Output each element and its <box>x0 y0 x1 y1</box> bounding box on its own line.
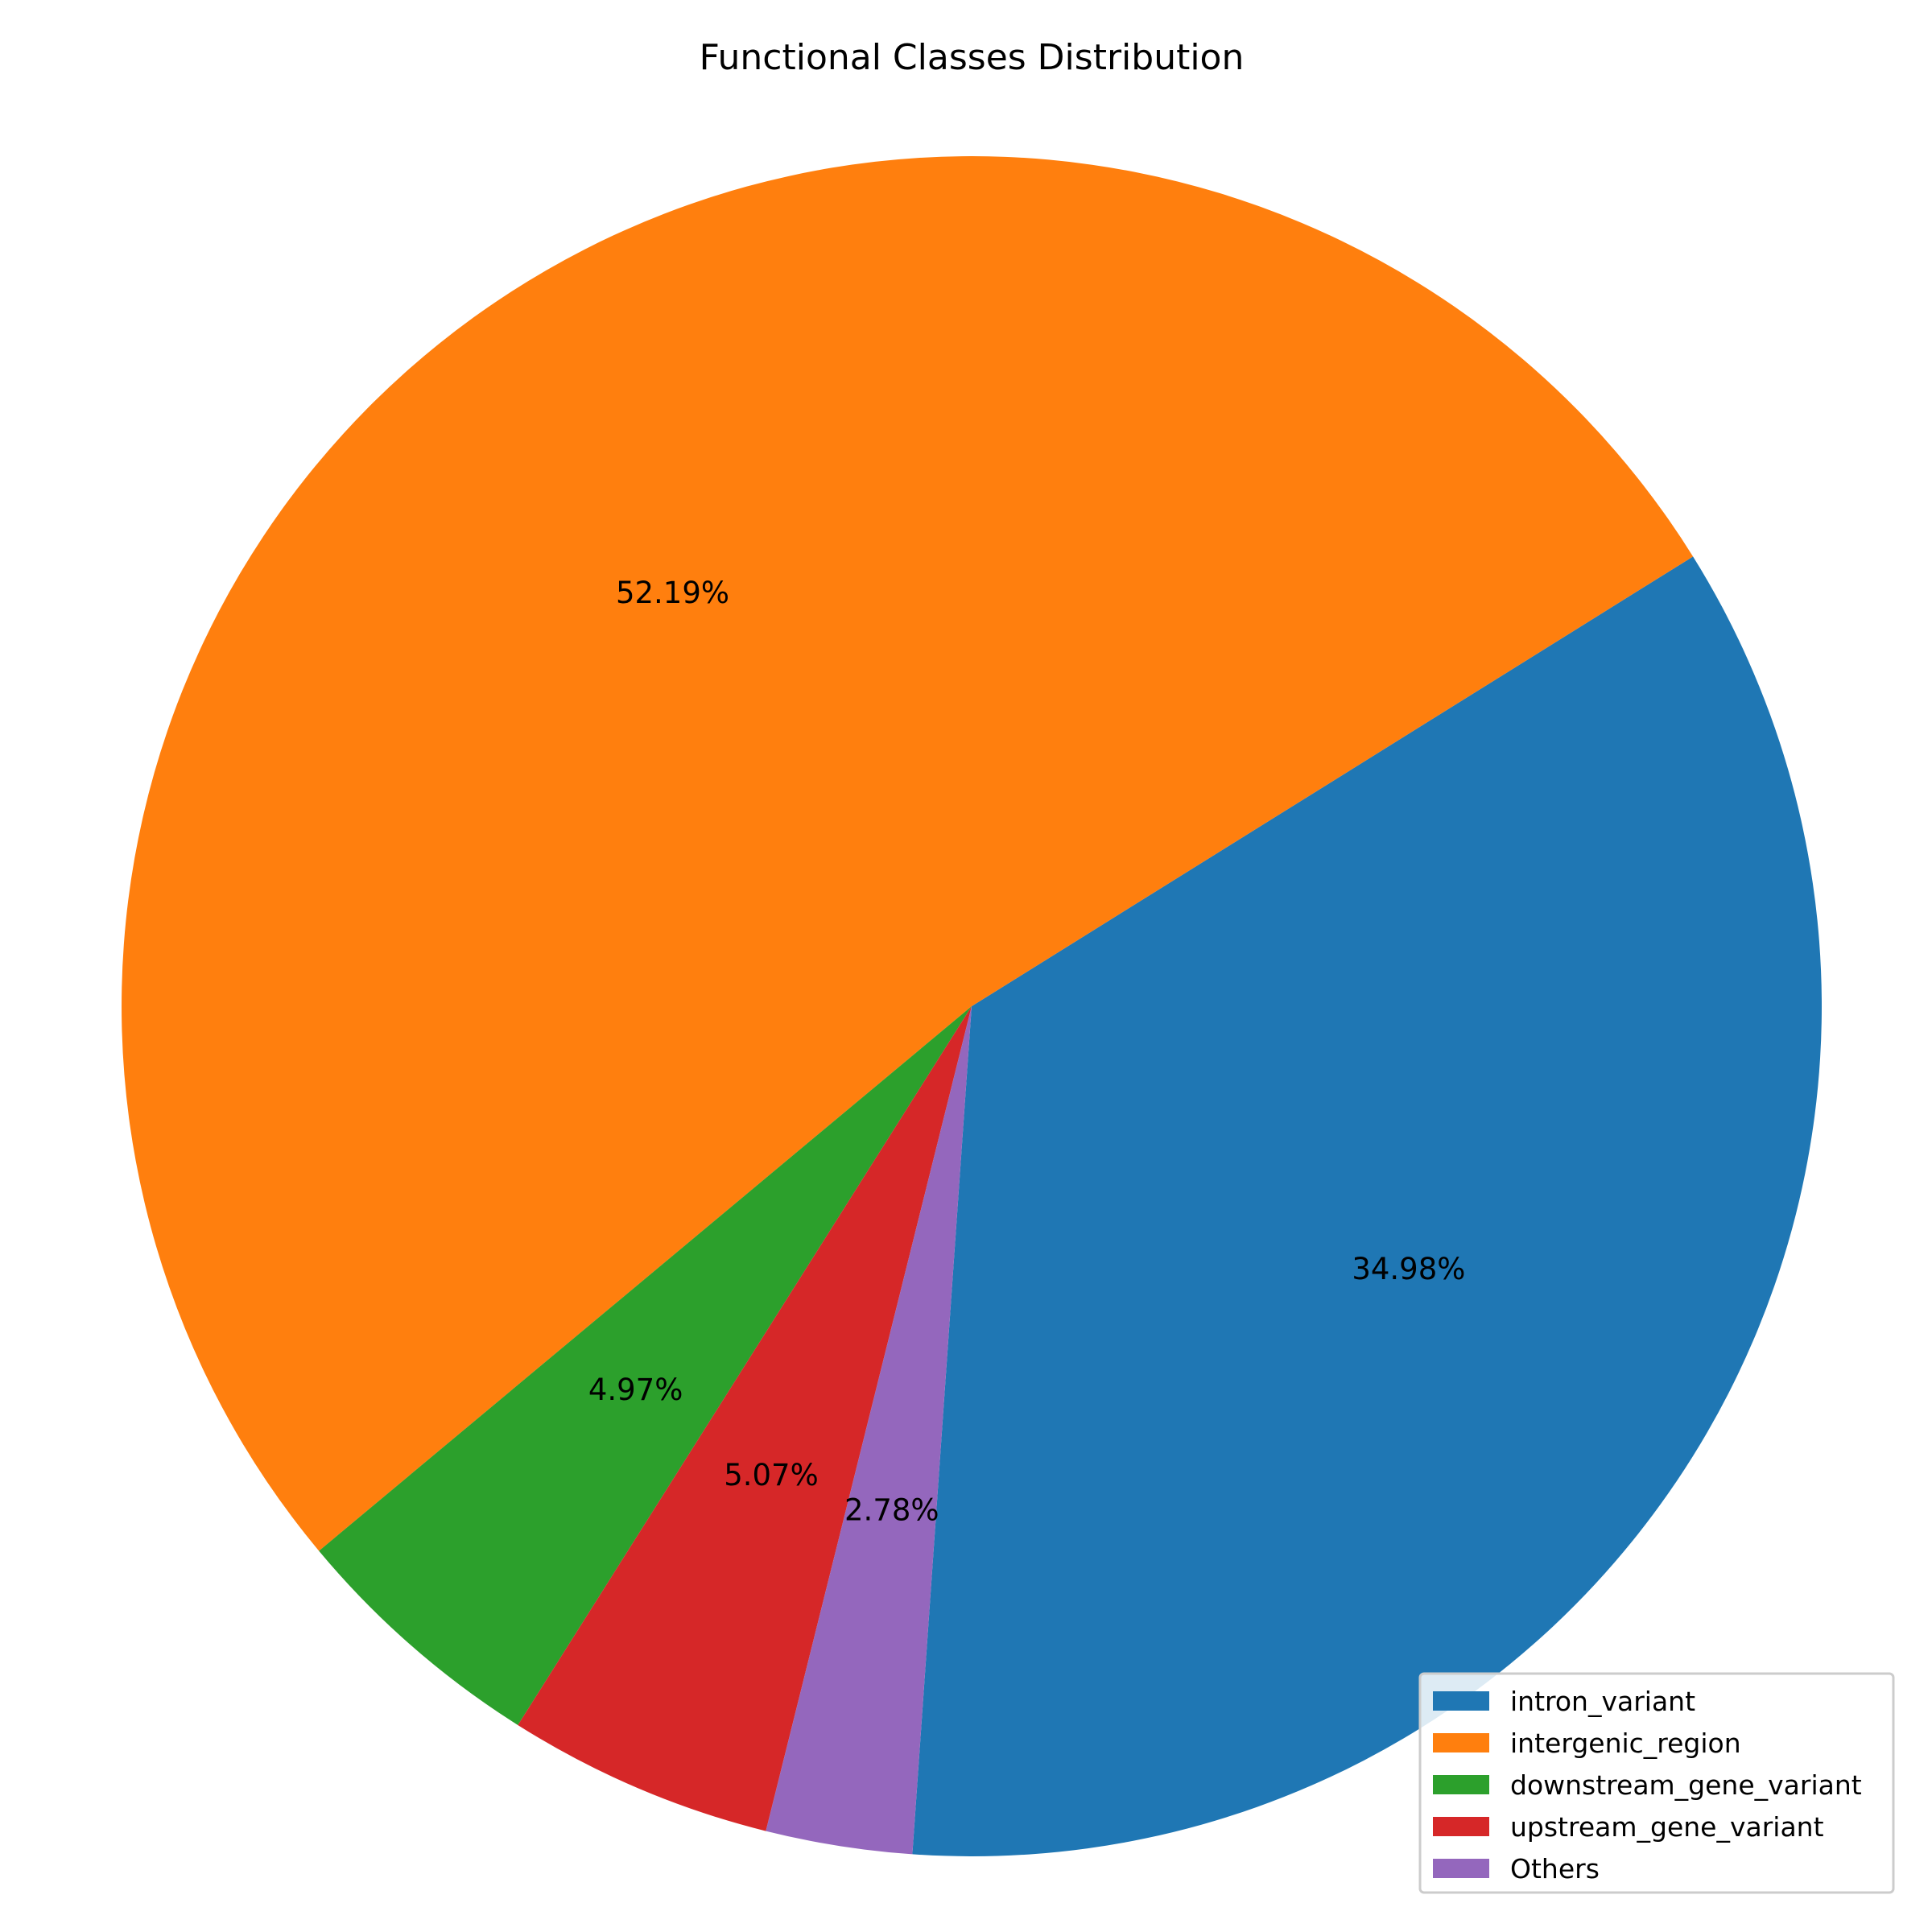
slice-percent-label: 4.97% <box>588 1373 683 1407</box>
legend-swatch <box>1433 1859 1489 1878</box>
pie-slice-intron-variant <box>912 556 1823 1857</box>
slice-percent-label: 34.98% <box>1352 1252 1465 1286</box>
legend-swatch <box>1433 1817 1489 1836</box>
legend: intron_variant intergenic_region downstrea… <box>1418 1672 1895 1894</box>
slice-percent-label: 2.78% <box>844 1492 939 1527</box>
legend-swatch <box>1433 1775 1489 1794</box>
legend-frame <box>1418 1672 1895 1894</box>
slice-percent-label: 52.19% <box>616 576 729 610</box>
pie-slice-intergenic-region <box>122 156 1694 1551</box>
legend-label: downstream_gene_variant <box>1510 1769 1862 1801</box>
pie-slice-downstream-gene-variant <box>319 1006 972 1725</box>
slice-percent-label: 5.07% <box>724 1458 819 1492</box>
legend-label: intergenic_region <box>1510 1728 1741 1759</box>
slice-labels: 34.98% 52.19% 4.97% 5.07% 2.78% <box>588 576 1466 1527</box>
pie-slice-upstream-gene-variant <box>518 1006 972 1831</box>
legend-swatch <box>1433 1733 1489 1752</box>
legend-label: intron_variant <box>1510 1686 1695 1717</box>
legend-label: Others <box>1510 1853 1600 1885</box>
chart-title: Functional Classes Distribution <box>700 37 1245 78</box>
pie-slice-others <box>766 1006 972 1855</box>
legend-swatch <box>1433 1691 1489 1711</box>
pie-slices <box>122 156 1823 1857</box>
legend-label: upstream_gene_variant <box>1510 1811 1824 1843</box>
